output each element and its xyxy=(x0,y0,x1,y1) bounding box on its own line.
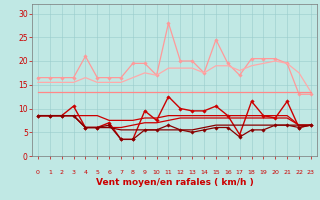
X-axis label: Vent moyen/en rafales ( km/h ): Vent moyen/en rafales ( km/h ) xyxy=(96,178,253,187)
